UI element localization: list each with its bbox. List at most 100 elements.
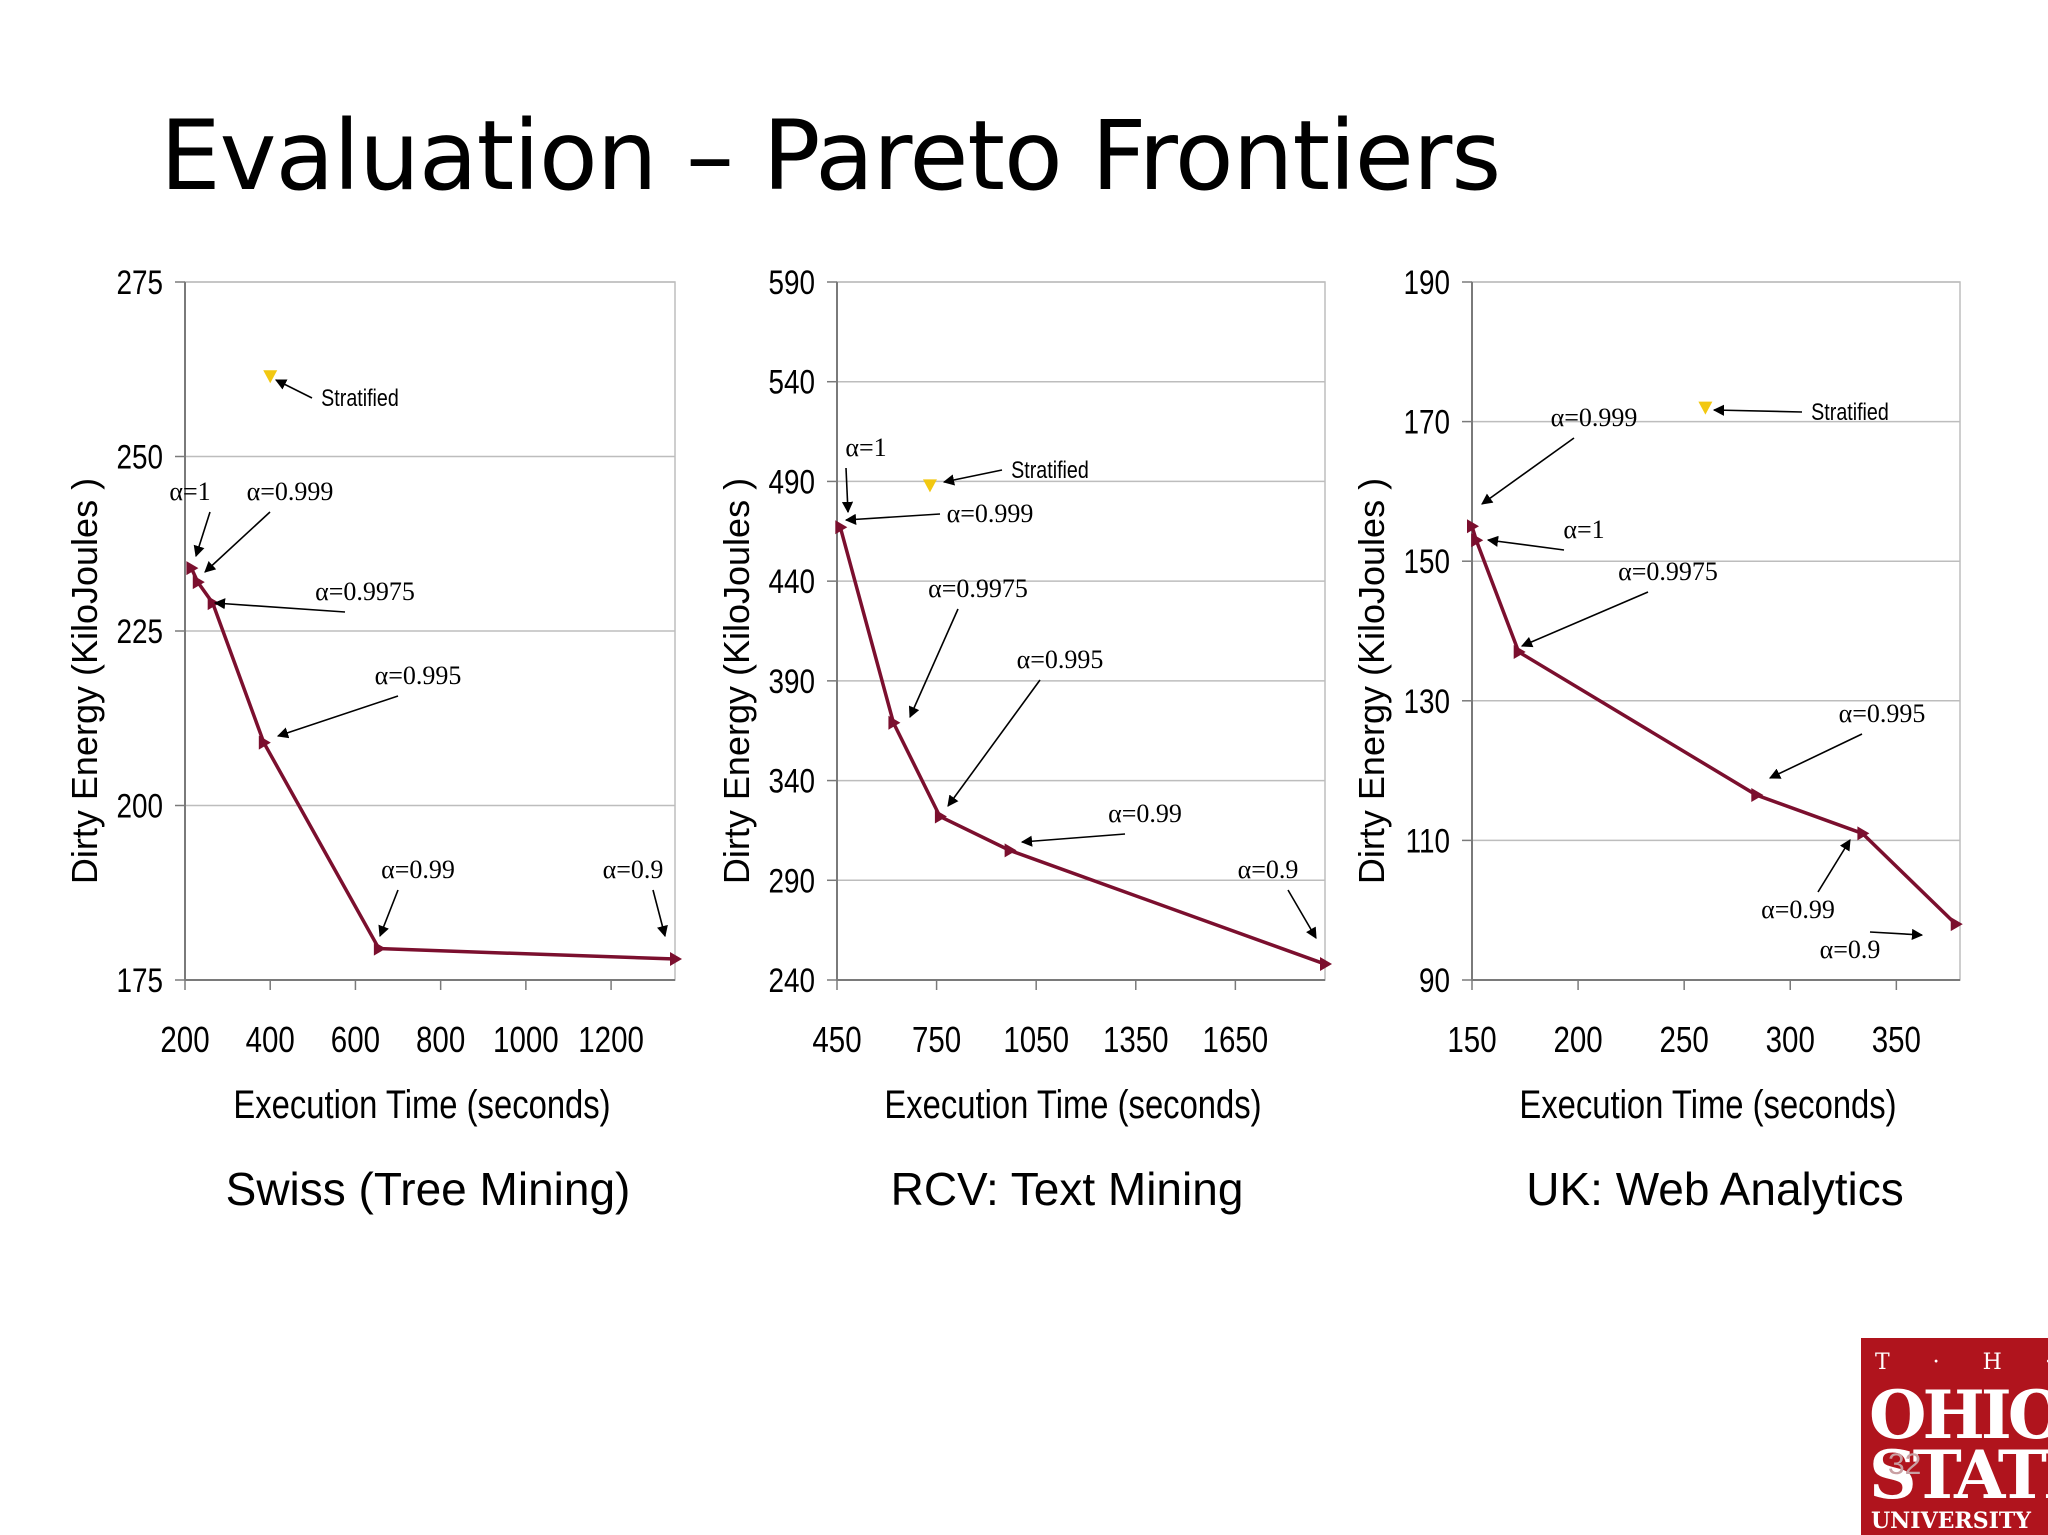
y-tick-label: 90 (1419, 961, 1450, 999)
stratified-marker (263, 370, 278, 384)
annotation-arrow (652, 889, 668, 938)
page-number: 32 (1888, 1448, 1922, 1481)
stratified-label: Stratified (1811, 398, 1889, 425)
data-point (670, 952, 682, 967)
x-tick-label: 800 (416, 1019, 465, 1059)
data-point (1950, 917, 1963, 932)
y-tick-label: 390 (768, 662, 815, 700)
y-axis-label: Dirty Energy (KiloJoules ) (1351, 478, 1392, 884)
point-annotation: α=1 (169, 477, 210, 506)
x-tick-label: 600 (331, 1019, 380, 1059)
x-tick-label: 1350 (1103, 1019, 1169, 1059)
chart-caption-uk: UK: Web Analytics (1526, 1163, 1904, 1215)
chart-caption-swiss: Swiss (Tree Mining) (225, 1163, 631, 1215)
y-tick-label: 225 (116, 612, 163, 650)
x-tick-label: 250 (1660, 1019, 1709, 1059)
x-tick-label: 750 (912, 1019, 961, 1059)
point-annotation: α=0.99 (381, 855, 455, 884)
y-tick-label: 490 (768, 463, 815, 501)
y-tick-label: 250 (116, 438, 163, 476)
annotation-arrow (1287, 889, 1317, 939)
data-point (1471, 533, 1484, 548)
data-point (207, 596, 220, 611)
y-axis-label: Dirty Energy (KiloJoules ) (64, 478, 105, 884)
annotation-arrow (1869, 928, 1924, 941)
point-annotation: α=0.99 (1761, 895, 1835, 924)
y-tick-label: 170 (1403, 403, 1450, 441)
logo-state: STATE (1869, 1436, 2048, 1514)
annotation-arrow (1486, 535, 1565, 551)
x-tick-label: 350 (1872, 1019, 1921, 1059)
point-annotation: α=0.9 (603, 855, 664, 884)
logo-the: T · H · E (1875, 1350, 2048, 1375)
stratified-label: Stratified (321, 384, 399, 411)
annotation-arrow (1768, 733, 1863, 779)
y-axis-label: Dirty Energy (KiloJoules ) (716, 478, 757, 884)
data-point (1320, 957, 1332, 972)
x-axis-label: Execution Time (seconds) (233, 1082, 610, 1127)
point-annotation: α=0.9975 (315, 577, 415, 606)
y-tick-label: 440 (768, 563, 815, 601)
x-tick-label: 1650 (1203, 1019, 1269, 1059)
data-point (1513, 644, 1526, 659)
point-annotation: α=0.999 (947, 499, 1034, 528)
y-tick-label: 190 (1403, 263, 1450, 301)
y-tick-label: 200 (116, 787, 163, 825)
point-annotation: α=0.995 (1839, 699, 1926, 728)
y-tick-label: 130 (1403, 682, 1450, 720)
annotation-arrow (1817, 839, 1851, 893)
annotation-arrow (1020, 833, 1126, 847)
chart-caption-rcv: RCV: Text Mining (890, 1163, 1244, 1215)
point-annotation: α=0.99 (1108, 799, 1182, 828)
point-annotation: α=0.9 (1238, 855, 1299, 884)
x-tick-label: 200 (1553, 1019, 1602, 1059)
point-annotation: α=0.995 (375, 661, 462, 690)
logo-ohio: OHIO (1869, 1376, 2048, 1454)
x-axis-label: Execution Time (seconds) (884, 1082, 1261, 1127)
point-annotation: α=0.999 (1551, 403, 1638, 432)
stratified-label: Stratified (1011, 456, 1089, 483)
annotation-arrow (213, 598, 346, 613)
plot-frame (1471, 281, 1961, 981)
x-tick-label: 1050 (1003, 1019, 1069, 1059)
series-line (189, 567, 676, 961)
data-point (888, 715, 901, 730)
data-point (192, 575, 205, 590)
annotation-arrow (1520, 591, 1649, 648)
annotation-arrow (947, 679, 1041, 807)
point-annotation: α=0.995 (1017, 645, 1104, 674)
point-annotation: α=0.9 (1820, 935, 1881, 964)
point-annotation: α=0.9975 (1618, 557, 1718, 586)
series-line (838, 526, 1326, 966)
x-tick-label: 1000 (493, 1019, 559, 1059)
x-axis-label: Execution Time (seconds) (1519, 1082, 1896, 1127)
data-point (934, 809, 947, 824)
slide-title: Evaluation – Pareto Frontiers (160, 100, 1501, 212)
y-tick-label: 275 (116, 263, 163, 301)
x-tick-label: 1200 (578, 1019, 644, 1059)
data-point (1467, 519, 1479, 534)
stratified-marker (1698, 401, 1713, 415)
annotation-arrow (1712, 404, 1803, 416)
x-tick-label: 400 (246, 1019, 295, 1059)
data-point (1857, 826, 1870, 841)
data-point (1751, 788, 1764, 803)
y-tick-label: 290 (768, 862, 815, 900)
y-tick-label: 340 (768, 762, 815, 800)
annotation-arrow (908, 608, 959, 719)
annotation-arrow (378, 889, 399, 938)
data-point (835, 520, 848, 535)
data-point (258, 735, 271, 750)
university-logo: T · H · E OHIO STATE UNIVERSITY (1861, 1338, 2048, 1535)
x-tick-label: 200 (160, 1019, 209, 1059)
x-tick-label: 300 (1766, 1019, 1815, 1059)
data-point (373, 941, 386, 956)
y-tick-label: 540 (768, 363, 815, 401)
annotation-arrow (841, 467, 854, 514)
annotation-arrow (274, 379, 313, 399)
data-point (1004, 843, 1017, 858)
x-tick-label: 150 (1447, 1019, 1496, 1059)
point-annotation: α=0.9975 (928, 574, 1028, 603)
point-annotation: α=1 (1563, 515, 1604, 544)
